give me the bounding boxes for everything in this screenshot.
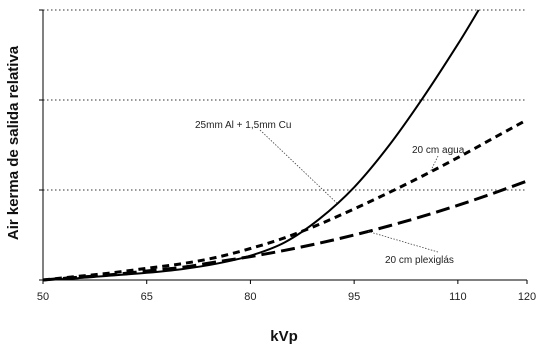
- x-tick-label: 120: [518, 291, 536, 303]
- axes: 50 65 80 95 110 120: [37, 9, 536, 303]
- series-lines: [42, 9, 528, 282]
- x-tick-label: 65: [141, 291, 153, 303]
- annotation-label: 25mm Al + 1,5mm Cu: [195, 120, 291, 131]
- x-axis-title: kVp: [270, 328, 298, 345]
- x-tick-label: 110: [449, 291, 467, 303]
- grid: [43, 9, 527, 191]
- y-axis-title: Air kerma de salida relativa: [5, 45, 22, 240]
- series-line-1: [42, 118, 528, 282]
- annotations: 25mm Al + 1,5mm Cu 20 cm agua 20 cm plexig…: [195, 120, 465, 266]
- annotation-leader: [259, 129, 338, 204]
- x-tick-label: 95: [348, 291, 360, 303]
- series-line-2: [42, 179, 528, 282]
- annotation-label: 20 cm plexiglás: [385, 255, 454, 266]
- x-tick-label: 50: [37, 291, 49, 303]
- annotation-label: 20 cm agua: [412, 145, 465, 156]
- x-tick-label: 80: [244, 291, 256, 303]
- annotation-leader: [367, 231, 439, 253]
